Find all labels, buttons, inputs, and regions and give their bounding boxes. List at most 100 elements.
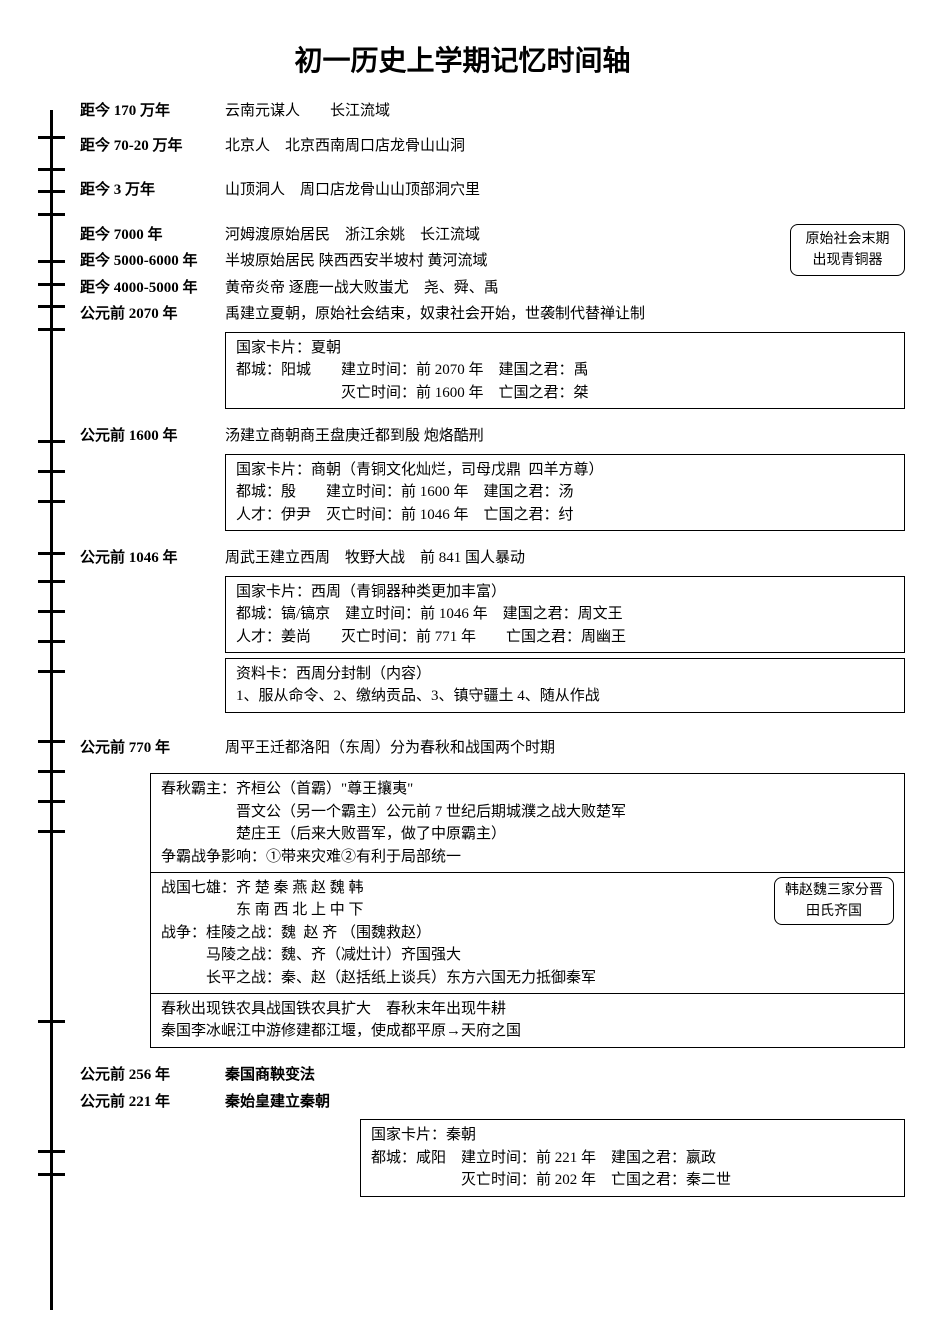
rows-block-a: 距今 170 万年云南元谋人 长江流域距今 70-20 万年北京人 北京西南周口… (80, 100, 905, 202)
row-256: 公元前 256 年 秦国商鞅变法 (80, 1064, 905, 1087)
date-label: 距今 70-20 万年 (80, 135, 225, 158)
card-line: 1、服从命令、2、缴纳贡品、3、镇守疆土 4、随从作战 (236, 685, 894, 708)
timeline-axis-column (20, 40, 80, 1203)
timeline-row: 距今 170 万年云南元谋人 长江流域 (80, 100, 905, 123)
card-line: 都城：殷 建立时间：前 1600 年 建国之君：汤 (236, 481, 894, 504)
card-line: 战国七雄：齐 楚 秦 燕 赵 魏 韩韩赵魏三家分晋 田氏齐国 (161, 877, 894, 900)
date-label: 距今 4000-5000 年 (80, 277, 225, 300)
card-line: 春秋霸主：齐桓公（首霸）"尊王攘夷" (161, 778, 894, 801)
axis-tick (38, 640, 65, 643)
card-line: 资料卡：西周分封制（内容） (236, 663, 894, 686)
axis-tick (38, 283, 65, 286)
date-label: 公元前 770 年 (80, 737, 225, 760)
desc-text: 秦国商鞅变法 (225, 1064, 905, 1087)
rows-block-b-wrap: 原始社会末期 出现青铜器 距今 7000 年河姆渡原始居民 浙江余姚 长江流域距… (80, 224, 905, 326)
card-zhanguo: 战国七雄：齐 楚 秦 燕 赵 魏 韩韩赵魏三家分晋 田氏齐国 东 南 西 北 上… (150, 872, 905, 995)
content-column: 初一历史上学期记忆时间轴 距今 170 万年云南元谋人 长江流域距今 70-20… (80, 40, 905, 1203)
page: 初一历史上学期记忆时间轴 距今 170 万年云南元谋人 长江流域距今 70-20… (20, 40, 905, 1203)
axis-tick (38, 500, 65, 503)
card-line: 楚庄王（后来大败晋军，做了中原霸主） (161, 823, 894, 846)
card-shang: 国家卡片：商朝（青铜文化灿烂，司母戊鼎 四羊方尊）都城：殷 建立时间：前 160… (225, 454, 905, 532)
row-dongzhou: 公元前 770 年 周平王迁都洛阳（东周）分为春秋和战国两个时期 (80, 737, 905, 760)
axis-tick (38, 470, 65, 473)
axis-tick (38, 190, 65, 193)
axis-tick (38, 610, 65, 613)
row-221: 公元前 221 年 秦始皇建立秦朝 (80, 1091, 905, 1114)
card-line: 国家卡片：秦朝 (371, 1124, 894, 1147)
axis-tick (38, 1020, 65, 1023)
axis-tick (38, 136, 65, 139)
desc-text: 北京人 北京西南周口店龙骨山山洞 (225, 135, 905, 158)
card-line: 都城：咸阳 建立时间：前 221 年 建国之君：嬴政 (371, 1147, 894, 1170)
card-chunqiu: 春秋霸主：齐桓公（首霸）"尊王攘夷" 晋文公（另一个霸主）公元前 7 世纪后期城… (150, 773, 905, 873)
axis-tick (38, 305, 65, 308)
card-line: 人才：伊尹 灭亡时间：前 1046 年 亡国之君：纣 (236, 504, 894, 527)
date-label: 距今 3 万年 (80, 179, 225, 202)
timeline-axis-line (50, 110, 53, 1310)
axis-tick (38, 770, 65, 773)
axis-tick (38, 1150, 65, 1153)
desc-text: 周平王迁都洛阳（东周）分为春秋和战国两个时期 (225, 737, 905, 760)
card-xizhou: 国家卡片：西周（青铜器种类更加丰富）都城：镐/镐京 建立时间：前 1046 年 … (225, 576, 905, 654)
timeline-row: 距今 4000-5000 年黄帝炎帝 逐鹿一战大败蚩尤 尧、舜、禹 (80, 277, 905, 300)
card-line: 争霸战争影响：①带来灾难②有利于局部统一 (161, 846, 894, 869)
date-label: 距今 7000 年 (80, 224, 225, 247)
desc-text: 周武王建立西周 牧野大战 前 841 国人暴动 (225, 547, 905, 570)
desc-text: 禹建立夏朝，原始社会结束，奴隶社会开始，世袭制代替禅让制 (225, 303, 905, 326)
axis-tick (38, 552, 65, 555)
card-line: 战争：桂陵之战：魏 赵 齐 （围魏救赵） (161, 922, 894, 945)
desc-text: 山顶洞人 周口店龙骨山山顶部洞穴里 (225, 179, 905, 202)
card-line: 国家卡片：商朝（青铜文化灿烂，司母戊鼎 四羊方尊） (236, 459, 894, 482)
desc-text: 秦始皇建立秦朝 (225, 1091, 905, 1114)
row-xizhou: 公元前 1046 年 周武王建立西周 牧野大战 前 841 国人暴动 (80, 547, 905, 570)
date-label: 距今 5000-6000 年 (80, 250, 225, 273)
axis-tick (38, 260, 65, 263)
rows-block-b: 距今 7000 年河姆渡原始居民 浙江余姚 长江流域距今 5000-6000 年… (80, 224, 905, 326)
desc-text: 云南元谋人 长江流域 (225, 100, 905, 123)
axis-tick (38, 1173, 65, 1176)
card-line: 灭亡时间：前 1600 年 亡国之君：桀 (236, 382, 894, 405)
card-xia: 国家卡片：夏朝都城：阳城 建立时间：前 2070 年 建国之君：禹 灭亡时间：前… (225, 332, 905, 410)
axis-tick (38, 328, 65, 331)
date-label: 公元前 256 年 (80, 1064, 225, 1087)
timeline-row: 公元前 2070 年禹建立夏朝，原始社会结束，奴隶社会开始，世袭制代替禅让制 (80, 303, 905, 326)
multi-card-chunqiu-zhanguo: 春秋霸主：齐桓公（首霸）"尊王攘夷" 晋文公（另一个霸主）公元前 7 世纪后期城… (150, 773, 905, 1048)
card-line: 春秋出现铁农具战国铁农具扩大 春秋末年出现牛耕 (161, 998, 894, 1021)
card-line: 晋文公（另一个霸主）公元前 7 世纪后期城濮之战大败楚军 (161, 801, 894, 824)
axis-tick (38, 740, 65, 743)
desc-text: 汤建立商朝商王盘庚迁都到殷 炮烙酷刑 (225, 425, 905, 448)
desc-text: 河姆渡原始居民 浙江余姚 长江流域 (225, 224, 905, 247)
card-line: 灭亡时间：前 202 年 亡国之君：秦二世 (371, 1169, 894, 1192)
axis-tick (38, 670, 65, 673)
card-line: 都城：阳城 建立时间：前 2070 年 建国之君：禹 (236, 359, 894, 382)
axis-tick (38, 800, 65, 803)
row-shang: 公元前 1600 年 汤建立商朝商王盘庚迁都到殷 炮烙酷刑 (80, 425, 905, 448)
card-line: 国家卡片：夏朝 (236, 337, 894, 360)
desc-text: 黄帝炎帝 逐鹿一战大败蚩尤 尧、舜、禹 (225, 277, 905, 300)
page-title: 初一历史上学期记忆时间轴 (20, 40, 905, 82)
date-label: 公元前 1046 年 (80, 547, 225, 570)
date-label: 公元前 1600 年 (80, 425, 225, 448)
date-label: 公元前 221 年 (80, 1091, 225, 1114)
card-line: 都城：镐/镐京 建立时间：前 1046 年 建国之君：周文王 (236, 603, 894, 626)
card-line: 马陵之战：魏、齐（减灶计）齐国强大 (161, 944, 894, 967)
card-line: 国家卡片：西周（青铜器种类更加丰富） (236, 581, 894, 604)
desc-text: 半坡原始居民 陕西西安半坡村 黄河流域 (225, 250, 905, 273)
card-qin: 国家卡片：秦朝都城：咸阳 建立时间：前 221 年 建国之君：嬴政 灭亡时间：前… (360, 1119, 905, 1197)
axis-tick (38, 440, 65, 443)
date-label: 距今 170 万年 (80, 100, 225, 123)
card-line: 人才：姜尚 灭亡时间：前 771 年 亡国之君：周幽王 (236, 626, 894, 649)
axis-tick (38, 168, 65, 171)
card-zhanguo-extra: 春秋出现铁农具战国铁农具扩大 春秋末年出现牛耕秦国李冰岷江中游修建都江堰，使成都… (150, 993, 905, 1048)
card-fenfeng: 资料卡：西周分封制（内容）1、服从命令、2、缴纳贡品、3、镇守疆土 4、随从作战 (225, 658, 905, 713)
card-line: 长平之战：秦、赵（赵括纸上谈兵）东方六国无力抵御秦军 (161, 967, 894, 990)
inner-note-sanjia: 韩赵魏三家分晋 田氏齐国 (774, 877, 894, 925)
axis-tick (38, 830, 65, 833)
timeline-row: 距今 70-20 万年北京人 北京西南周口店龙骨山山洞 (80, 135, 905, 158)
date-label: 公元前 2070 年 (80, 303, 225, 326)
timeline-row: 距今 3 万年山顶洞人 周口店龙骨山山顶部洞穴里 (80, 179, 905, 202)
card-line: 秦国李冰岷江中游修建都江堰，使成都平原→天府之国 (161, 1020, 894, 1043)
axis-tick (38, 580, 65, 583)
timeline-row: 距今 5000-6000 年半坡原始居民 陕西西安半坡村 黄河流域 (80, 250, 905, 273)
axis-tick (38, 213, 65, 216)
